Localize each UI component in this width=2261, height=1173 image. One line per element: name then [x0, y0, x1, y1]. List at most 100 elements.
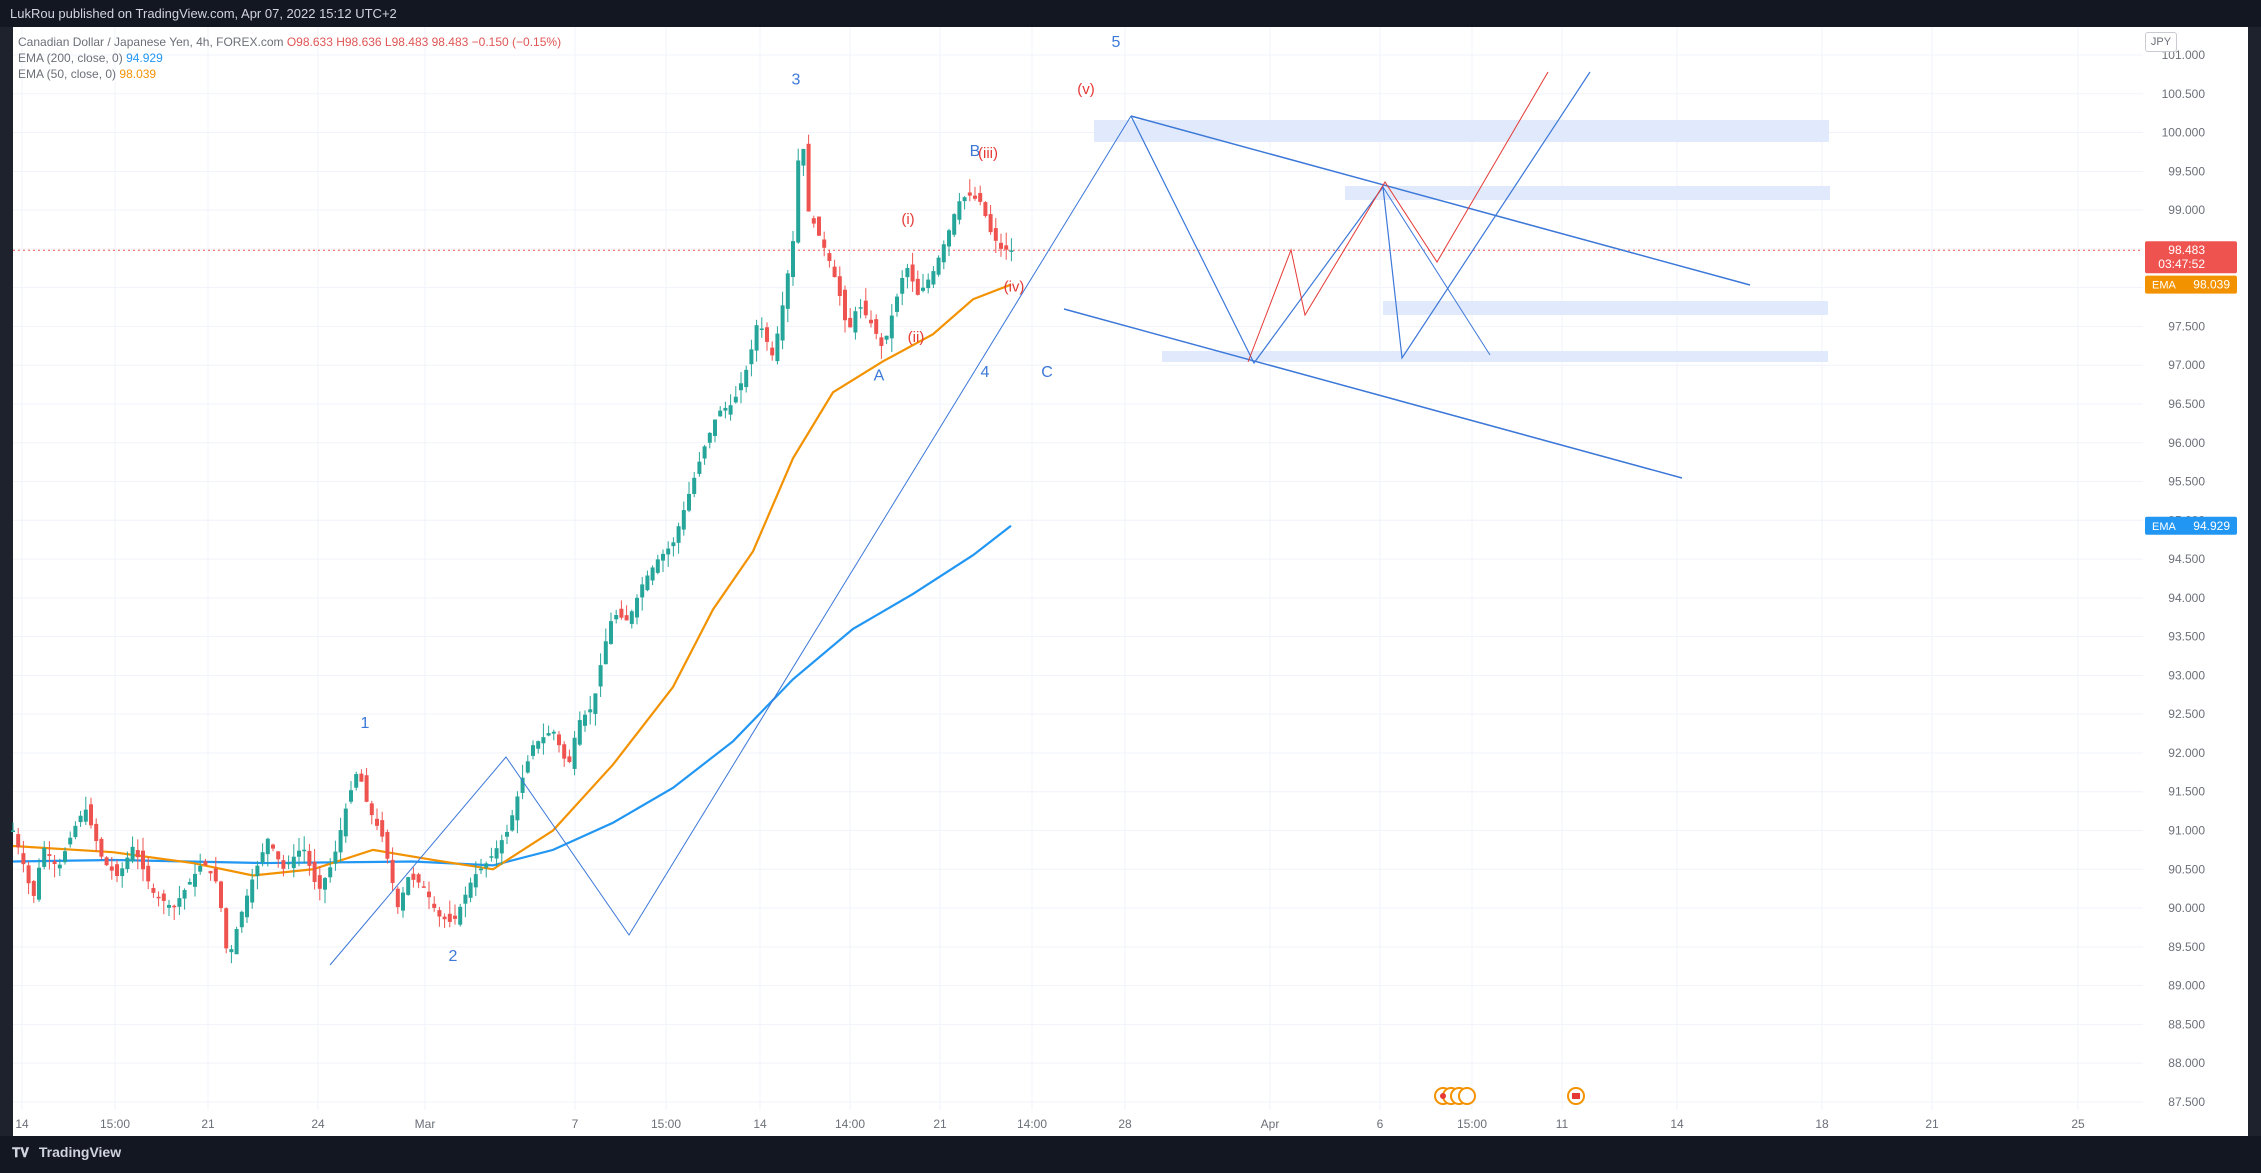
candle-body: [692, 477, 697, 494]
candle-body: [640, 584, 645, 598]
price-tick-label: 100.500: [2162, 87, 2206, 101]
legend-ema200-row[interactable]: EMA (200, close, 0) 94.929: [18, 50, 561, 66]
time-tick-label: 14: [15, 1117, 29, 1131]
time-tick-label: 28: [1118, 1117, 1132, 1131]
time-tick-label: 24: [311, 1117, 325, 1131]
candle-body: [193, 873, 197, 887]
ema50-tag: [2145, 275, 2237, 294]
candle-body: [697, 461, 702, 474]
wave-label: 3: [792, 71, 801, 88]
candle-body: [245, 895, 249, 918]
candle-body: [707, 432, 712, 443]
legend-ema200-label: EMA (200, close, 0): [18, 51, 123, 65]
candle-body: [577, 720, 582, 745]
candle-body: [182, 890, 187, 899]
time-tick-label: 14:00: [1017, 1117, 1047, 1131]
wave-label: (v): [1077, 81, 1095, 98]
price-tick-label: 93.000: [2168, 668, 2205, 682]
candle-body: [1009, 250, 1014, 252]
candle-body: [733, 396, 738, 403]
candle-body: [650, 567, 655, 581]
candle-body: [172, 905, 177, 908]
price-tick-label: 94.000: [2168, 591, 2205, 605]
candle-body: [853, 311, 858, 333]
time-tick-label: 14: [753, 1117, 767, 1131]
candle-body: [203, 861, 208, 866]
price-tick-label: 96.000: [2168, 436, 2205, 450]
candle-body: [390, 859, 395, 883]
wave-label: 5: [1112, 34, 1121, 51]
wave-label: (iii): [978, 145, 998, 162]
candle-body: [458, 906, 463, 925]
candle-body: [83, 809, 88, 822]
candle-body: [130, 846, 135, 862]
candle-body: [567, 756, 572, 762]
candle-body: [187, 881, 192, 885]
wave-label: 2: [449, 948, 458, 965]
candle-body: [411, 873, 416, 880]
legend-ema50-label: EMA (50, close, 0): [18, 67, 117, 81]
candle-body: [822, 239, 827, 248]
candle-body: [395, 888, 400, 908]
candle-body: [967, 192, 972, 196]
candle-body: [874, 319, 879, 334]
price-tick-label: 89.000: [2168, 979, 2205, 993]
chart-frame[interactable]: [13, 27, 2248, 1136]
publisher-bar: LukRou published on TradingView.com, Apr…: [0, 0, 2261, 27]
event-marker-icon: [1458, 1087, 1476, 1105]
tradingview-brand[interactable]: 𝐓𝐕 TradingView: [12, 1144, 121, 1161]
candle-body: [941, 244, 946, 263]
candle-body: [302, 849, 307, 852]
candle-body: [718, 410, 723, 417]
price-tick-label: 88.000: [2168, 1056, 2205, 1070]
candle-body: [57, 864, 62, 869]
candle-body: [952, 214, 957, 235]
candle-body: [900, 277, 905, 294]
time-tick-label: 18: [1815, 1117, 1829, 1131]
candle-body: [921, 287, 925, 291]
candle-body: [437, 910, 442, 917]
last-price-tag-text: 03:47:52: [2158, 257, 2205, 271]
candle-body: [754, 325, 759, 351]
grid: [13, 27, 2143, 1110]
footer-bar: 𝐓𝐕 TradingView: [0, 1136, 2261, 1173]
candle-body: [229, 949, 234, 953]
candle-body: [468, 882, 473, 898]
candle-body: [104, 857, 109, 866]
candle-body: [499, 840, 504, 854]
legend-ema200-value: 94.929: [126, 51, 163, 65]
candle-body: [328, 867, 333, 878]
candle-body: [385, 831, 390, 859]
candle-body: [141, 850, 145, 870]
legend-ema50-row[interactable]: EMA (50, close, 0) 98.039: [18, 66, 561, 82]
candle-body: [78, 815, 83, 823]
candle-body: [432, 903, 437, 908]
candle-body: [354, 774, 359, 788]
ema200-tag: [2145, 516, 2237, 535]
candle-body: [11, 830, 15, 832]
candle-body: [494, 848, 499, 859]
candle-body: [635, 597, 639, 618]
price-tick-label: 96.500: [2168, 397, 2205, 411]
price-tick-label: 99.500: [2168, 164, 2205, 178]
candle-body: [198, 865, 203, 872]
candle-body: [447, 913, 452, 922]
candle-body: [26, 865, 31, 884]
candle-body: [338, 830, 343, 853]
candle-body: [317, 875, 322, 889]
currency-badge[interactable]: JPY: [2145, 32, 2177, 52]
candle-body: [775, 333, 780, 362]
candle-body: [947, 230, 951, 247]
support-resistance-zones: [1094, 120, 1830, 362]
ema200-tag-label: EMA: [2152, 521, 2177, 533]
candle-body: [286, 862, 291, 865]
candle-body: [416, 874, 421, 883]
candle-body: [219, 881, 223, 909]
candle-body: [624, 615, 629, 621]
candle-body: [37, 867, 41, 900]
candle-body: [333, 851, 338, 864]
candle-body: [619, 608, 624, 618]
price-tick-label: 90.000: [2168, 901, 2205, 915]
candle-body: [47, 854, 52, 856]
